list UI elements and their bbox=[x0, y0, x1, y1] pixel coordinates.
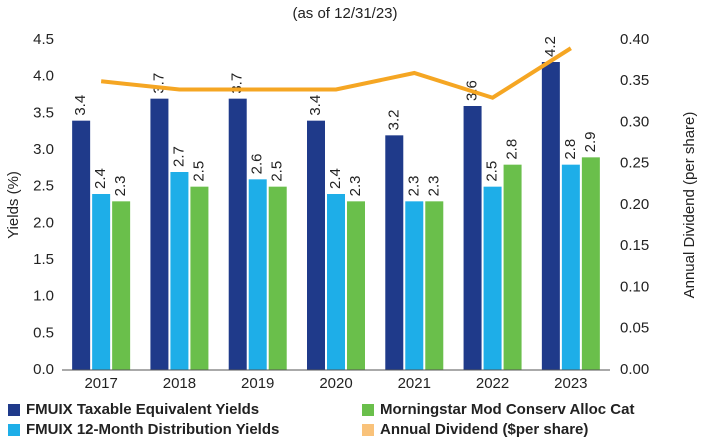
x-tick-label: 2021 bbox=[398, 375, 431, 392]
data-label: 2.7 bbox=[170, 146, 187, 167]
bar bbox=[268, 186, 287, 370]
legend-swatch bbox=[8, 404, 20, 416]
bar bbox=[561, 164, 580, 370]
y2-tick-label: 0.30 bbox=[620, 113, 649, 130]
legend-label: Annual Dividend ($per share) bbox=[380, 421, 588, 438]
y-tick-label: 3.0 bbox=[33, 141, 54, 158]
data-label: 2.5 bbox=[269, 161, 286, 182]
data-label: 3.4 bbox=[72, 95, 89, 116]
line bbox=[100, 46, 572, 100]
bar bbox=[463, 106, 482, 370]
data-label: 2.5 bbox=[484, 161, 501, 182]
legend-swatch bbox=[362, 424, 374, 436]
y-tick-label: 2.0 bbox=[33, 214, 54, 231]
legend-label: FMUIX 12-Month Distribution Yields bbox=[26, 421, 279, 438]
bar bbox=[405, 201, 424, 370]
y-tick-label: 3.5 bbox=[33, 104, 54, 121]
data-label: 2.4 bbox=[92, 168, 109, 189]
bar bbox=[170, 172, 189, 370]
bar bbox=[307, 120, 325, 371]
data-label: 2.3 bbox=[405, 175, 422, 196]
legend-swatch bbox=[362, 404, 374, 416]
x-tick-label: 2023 bbox=[554, 375, 587, 392]
y2-tick-label: 0.35 bbox=[620, 72, 649, 89]
data-label: 3.2 bbox=[385, 109, 402, 130]
data-label: 2.4 bbox=[327, 168, 344, 189]
data-label: 4.2 bbox=[542, 36, 559, 57]
y2-tick-label: 0.40 bbox=[620, 31, 649, 48]
y-tick-label: 1.0 bbox=[33, 288, 54, 305]
legend-label: FMUIX Taxable Equivalent Yields bbox=[26, 401, 259, 418]
data-label: 2.5 bbox=[190, 161, 207, 182]
y-tick-label: 4.0 bbox=[33, 68, 54, 85]
data-label: 3.7 bbox=[150, 73, 167, 94]
y2-tick-label: 0.15 bbox=[620, 237, 649, 254]
bar bbox=[228, 98, 247, 371]
x-tick-label: 2018 bbox=[163, 375, 196, 392]
data-label: 2.9 bbox=[582, 131, 599, 152]
data-label: 2.8 bbox=[562, 139, 579, 160]
y2-tick-label: 0.10 bbox=[620, 278, 649, 295]
bar bbox=[385, 135, 404, 370]
bar bbox=[190, 186, 209, 370]
legend-swatch bbox=[8, 424, 20, 436]
legend-label: Morningstar Mod Conserv Alloc Cat bbox=[380, 401, 634, 418]
bar bbox=[72, 120, 91, 371]
y-axis-label: Yields (%) bbox=[5, 171, 22, 239]
y2-tick-label: 0.05 bbox=[620, 320, 649, 337]
bar bbox=[112, 201, 131, 370]
bar bbox=[541, 62, 560, 370]
y2-axis-label: Annual Dividend (per share) bbox=[681, 112, 698, 299]
data-label: 2.6 bbox=[249, 153, 266, 174]
bar bbox=[150, 98, 169, 371]
y2-tick-label: 0.20 bbox=[620, 196, 649, 213]
y-tick-label: 2.5 bbox=[33, 178, 54, 195]
x-tick-label: 2022 bbox=[476, 375, 509, 392]
data-label: 2.3 bbox=[425, 175, 442, 196]
x-tick-label: 2019 bbox=[241, 375, 274, 392]
x-tick-label: 2020 bbox=[319, 375, 352, 392]
bar bbox=[483, 186, 502, 370]
y-tick-label: 0.5 bbox=[33, 324, 54, 341]
bar bbox=[92, 194, 111, 370]
y-tick-label: 4.5 bbox=[33, 31, 54, 48]
bar bbox=[425, 201, 444, 370]
x-tick-label: 2017 bbox=[84, 375, 117, 392]
y-tick-label: 1.5 bbox=[33, 251, 54, 268]
bar bbox=[248, 179, 267, 370]
y2-tick-label: 0.00 bbox=[620, 361, 649, 378]
bar bbox=[347, 201, 365, 370]
y2-tick-label: 0.25 bbox=[620, 155, 649, 172]
chart-subtitle: (as of 12/31/23) bbox=[292, 5, 397, 22]
data-label: 3.4 bbox=[307, 95, 324, 116]
data-label: 2.8 bbox=[504, 139, 521, 160]
y-tick-label: 0.0 bbox=[33, 361, 54, 378]
bar bbox=[503, 164, 522, 370]
data-label: 2.3 bbox=[112, 175, 129, 196]
bar bbox=[327, 194, 345, 370]
bar bbox=[581, 157, 600, 370]
data-label: 2.3 bbox=[347, 175, 364, 196]
